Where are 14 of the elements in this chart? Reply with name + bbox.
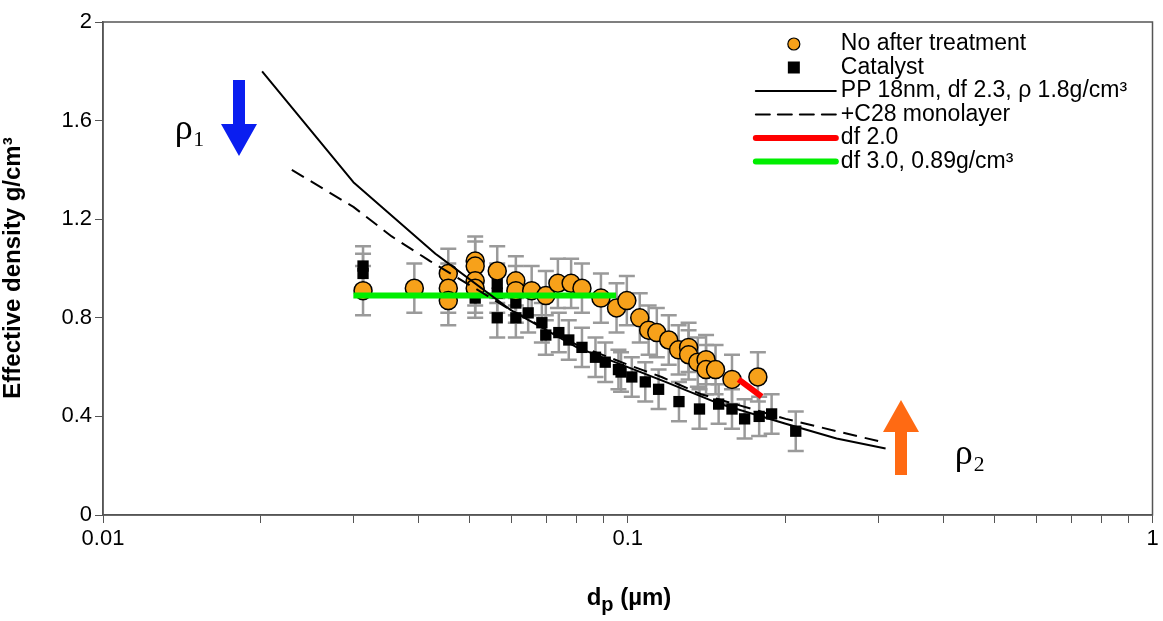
x-tick-label: 0.01 [81, 525, 125, 551]
x-tick-label: 0.1 [612, 525, 644, 551]
annotation: ρ₂ [954, 432, 986, 473]
x-axis-title: d$_{p}$ (µm) [585, 583, 673, 616]
x-tick-label: 1 [1146, 525, 1159, 551]
legend-label: +C28 monolayer [840, 99, 1011, 126]
y-tick-label: 1.2 [61, 205, 92, 231]
annotation: ρ₁ [174, 107, 206, 148]
y-tick-label: 0 [79, 501, 92, 527]
y-tick-label: 1.6 [61, 106, 92, 132]
y-axis-title: Effective density g/cm³ [0, 137, 26, 399]
y-tick-label: 0.4 [61, 402, 92, 428]
y-tick-label: 2 [79, 8, 92, 34]
y-tick-label: 0.8 [61, 303, 92, 329]
